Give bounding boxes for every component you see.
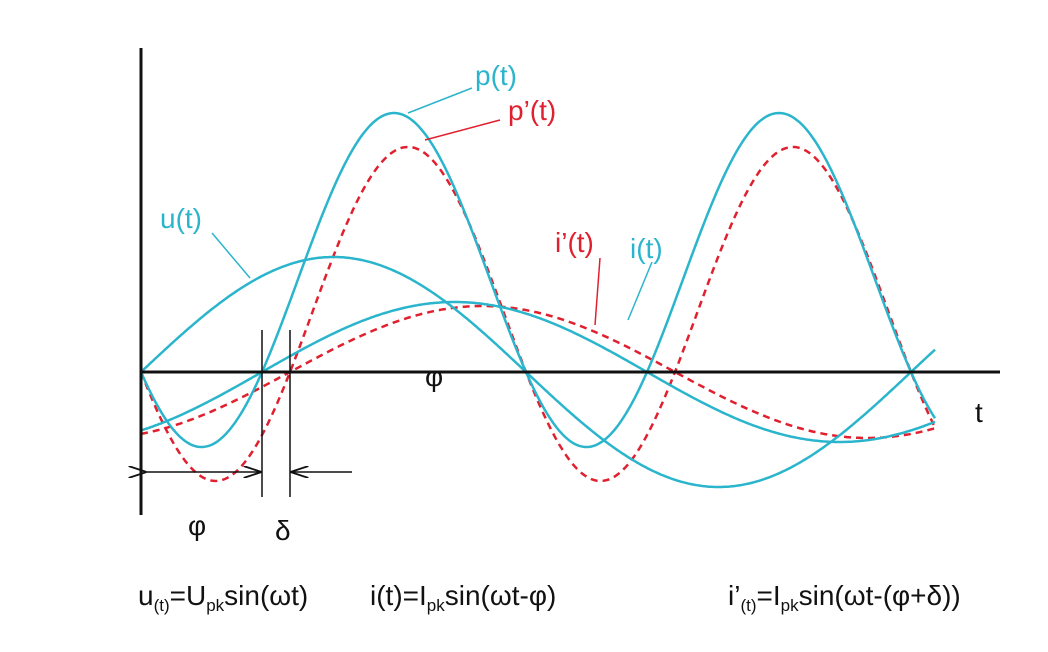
dimension-lines <box>145 330 352 497</box>
label-phi-axis: φ <box>425 361 443 392</box>
formula-sub: pk <box>781 596 799 615</box>
formula-sub: pk <box>206 596 224 615</box>
label-i: i(t) <box>630 233 663 264</box>
label-t: t <box>975 397 983 428</box>
formula-u: u(t)=Upksin(ωt) <box>138 580 308 615</box>
label-delta: δ <box>275 515 291 546</box>
curves <box>139 111 937 489</box>
label-i-prime: i’(t) <box>555 227 594 258</box>
formula-part: u <box>138 580 154 611</box>
formula-part: =I <box>757 580 781 611</box>
leader-i <box>627 261 653 321</box>
curve-p <box>139 111 937 449</box>
formula-part: i’ <box>728 580 740 611</box>
curve-p-prime <box>139 145 937 483</box>
formula-part: sin(ωt-(φ+δ)) <box>799 580 961 611</box>
label-phi: φ <box>188 510 206 541</box>
label-p-prime: p’(t) <box>508 95 556 126</box>
label-u: u(t) <box>160 203 202 234</box>
formula-sub: pk <box>427 596 445 615</box>
formula-sub: (t) <box>740 596 756 615</box>
formula-part: i(t)=I <box>370 580 427 611</box>
curve-u <box>140 255 936 489</box>
formula-part: =U <box>170 580 207 611</box>
curve-i-prime <box>140 304 936 440</box>
formula-part: sin(ωt-φ) <box>445 580 557 611</box>
leaders-red <box>424 119 601 326</box>
leader-p <box>407 87 473 114</box>
leaders <box>211 87 653 321</box>
leader-i-prime <box>594 257 601 326</box>
formula-sub: (t) <box>154 596 170 615</box>
leader-u <box>211 232 251 279</box>
leader-p-prime <box>424 119 501 141</box>
formula-i-prime: i’(t)=Ipksin(ωt-(φ+δ)) <box>728 580 961 615</box>
formula-part: sin(ωt) <box>224 580 308 611</box>
curve-i <box>140 300 936 444</box>
formula-i: i(t)=Ipksin(ωt-φ) <box>370 580 556 615</box>
label-p: p(t) <box>475 60 517 91</box>
